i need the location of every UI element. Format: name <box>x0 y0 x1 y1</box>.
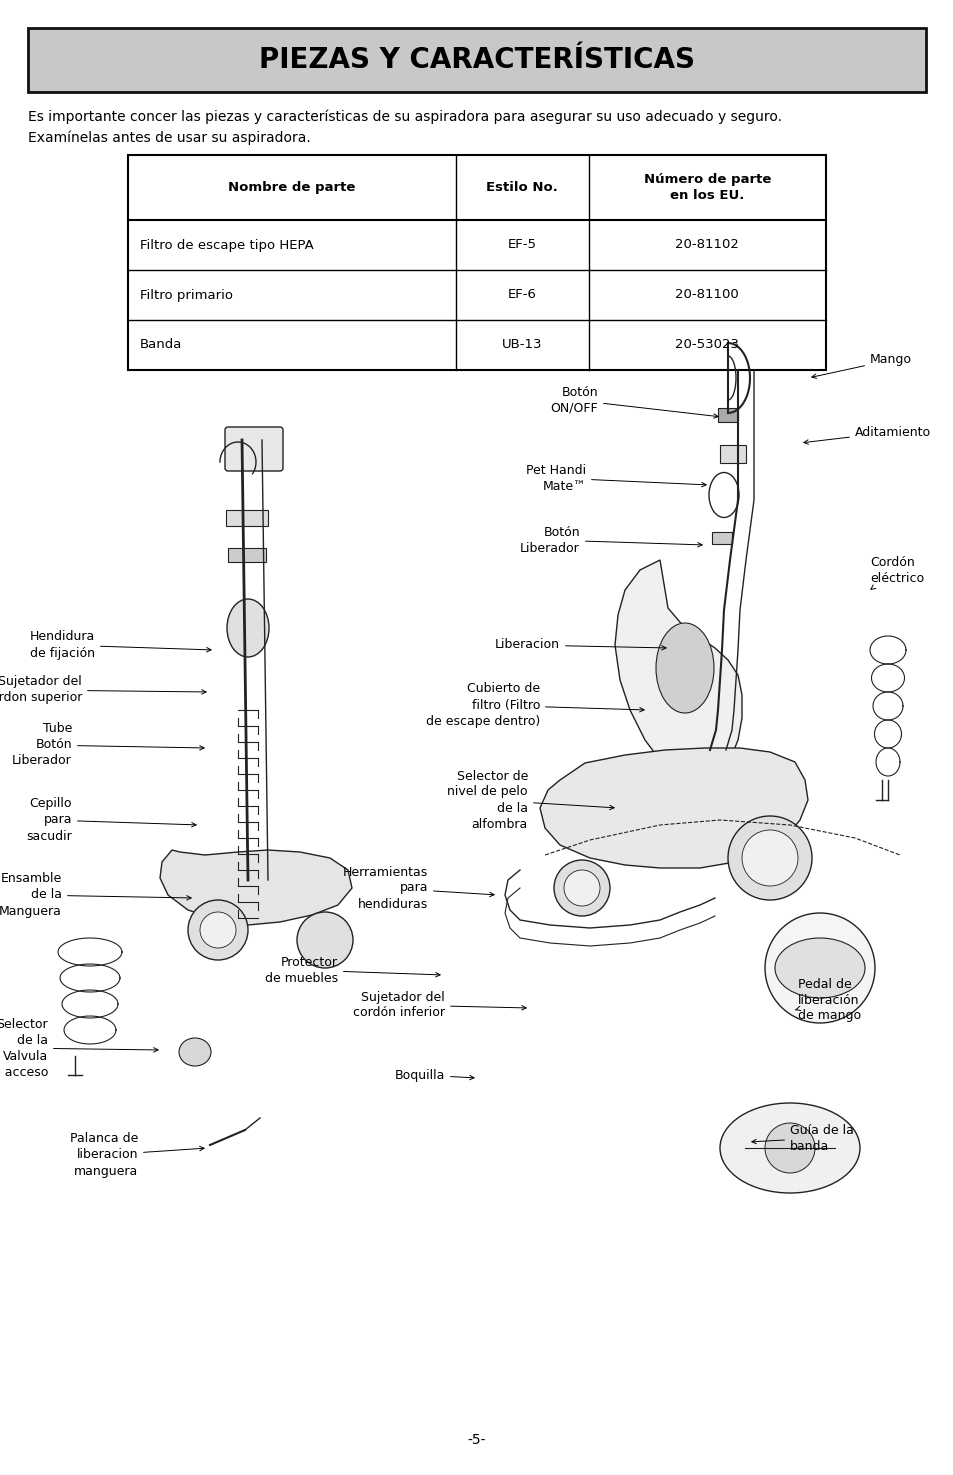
Bar <box>720 445 745 463</box>
Text: Tube
Botón
Liberador: Tube Botón Liberador <box>12 723 204 767</box>
Text: Cubierto de
filtro (Filtro
de escape dentro): Cubierto de filtro (Filtro de escape den… <box>425 683 643 727</box>
Ellipse shape <box>720 1103 859 1193</box>
Ellipse shape <box>227 599 269 656</box>
Polygon shape <box>615 560 741 777</box>
Text: Cordón
eléctrico: Cordón eléctrico <box>869 556 923 590</box>
Text: Mango: Mango <box>811 354 911 379</box>
Text: Filtro de escape tipo HEPA: Filtro de escape tipo HEPA <box>140 239 314 252</box>
Text: Hendidura
de fijación: Hendidura de fijación <box>30 630 211 659</box>
Text: Palanca de
liberacion
manguera: Palanca de liberacion manguera <box>70 1133 204 1177</box>
Text: Banda: Banda <box>140 338 182 351</box>
Circle shape <box>764 1122 814 1173</box>
Text: Liberacion: Liberacion <box>495 639 665 652</box>
Text: Es importante concer las piezas y características de su aspiradora para asegurar: Es importante concer las piezas y caract… <box>28 111 781 145</box>
Text: Pedal de
liberación
de mango: Pedal de liberación de mango <box>795 978 861 1022</box>
Circle shape <box>296 912 353 968</box>
Text: Herramientas
para
hendiduras: Herramientas para hendiduras <box>342 866 494 910</box>
Bar <box>718 409 738 422</box>
Text: Nombre de parte: Nombre de parte <box>228 181 355 195</box>
Text: 20-53023: 20-53023 <box>675 338 739 351</box>
Text: EF-5: EF-5 <box>507 239 537 252</box>
Circle shape <box>563 870 599 906</box>
Text: 20-81100: 20-81100 <box>675 289 739 301</box>
Polygon shape <box>539 748 807 867</box>
Bar <box>711 532 731 544</box>
Text: 20-81102: 20-81102 <box>675 239 739 252</box>
FancyBboxPatch shape <box>225 426 283 471</box>
Bar <box>226 510 268 527</box>
Text: PIEZAS Y CARACTERÍSTICAS: PIEZAS Y CARACTERÍSTICAS <box>258 46 695 74</box>
Circle shape <box>764 913 874 1024</box>
Circle shape <box>200 912 235 948</box>
Circle shape <box>727 816 811 900</box>
Text: Número de parte
en los EU.: Número de parte en los EU. <box>643 173 770 202</box>
Text: Pet Handi
Mate™: Pet Handi Mate™ <box>525 463 705 493</box>
Text: Sujetador del
cordon superior: Sujetador del cordon superior <box>0 676 206 705</box>
Text: Cepillo
para
sacudir: Cepillo para sacudir <box>27 798 196 842</box>
Text: Filtro primario: Filtro primario <box>140 289 233 301</box>
Circle shape <box>741 830 797 886</box>
Polygon shape <box>160 850 352 925</box>
Text: Aditamiento: Aditamiento <box>803 425 930 444</box>
Bar <box>28 28 925 91</box>
Ellipse shape <box>656 622 713 712</box>
Bar <box>228 549 266 562</box>
Circle shape <box>554 860 609 916</box>
Text: Protector
de muebles: Protector de muebles <box>265 956 439 984</box>
Text: Estilo No.: Estilo No. <box>486 181 558 195</box>
Text: UB-13: UB-13 <box>501 338 542 351</box>
Bar <box>128 155 825 370</box>
Text: Selector de
nivel de pelo
de la
alfombra: Selector de nivel de pelo de la alfombra <box>447 770 614 830</box>
Text: Botón
Liberador: Botón Liberador <box>519 525 701 555</box>
Circle shape <box>188 900 248 960</box>
Circle shape <box>626 764 662 799</box>
Text: Boquilla: Boquilla <box>395 1068 474 1081</box>
Text: Sujetador del
cordón inferior: Sujetador del cordón inferior <box>353 991 526 1019</box>
Text: Botón
ON/OFF: Botón ON/OFF <box>550 385 718 419</box>
Ellipse shape <box>179 1038 211 1066</box>
Text: EF-6: EF-6 <box>507 289 537 301</box>
Text: -5-: -5- <box>467 1434 486 1447</box>
Text: Ensamble
de la
Manguera: Ensamble de la Manguera <box>0 873 191 917</box>
Ellipse shape <box>774 938 864 999</box>
Text: Selector
de la
Valvula
de acceso: Selector de la Valvula de acceso <box>0 1018 158 1078</box>
Text: Guía de la
banda: Guía de la banda <box>751 1124 853 1152</box>
